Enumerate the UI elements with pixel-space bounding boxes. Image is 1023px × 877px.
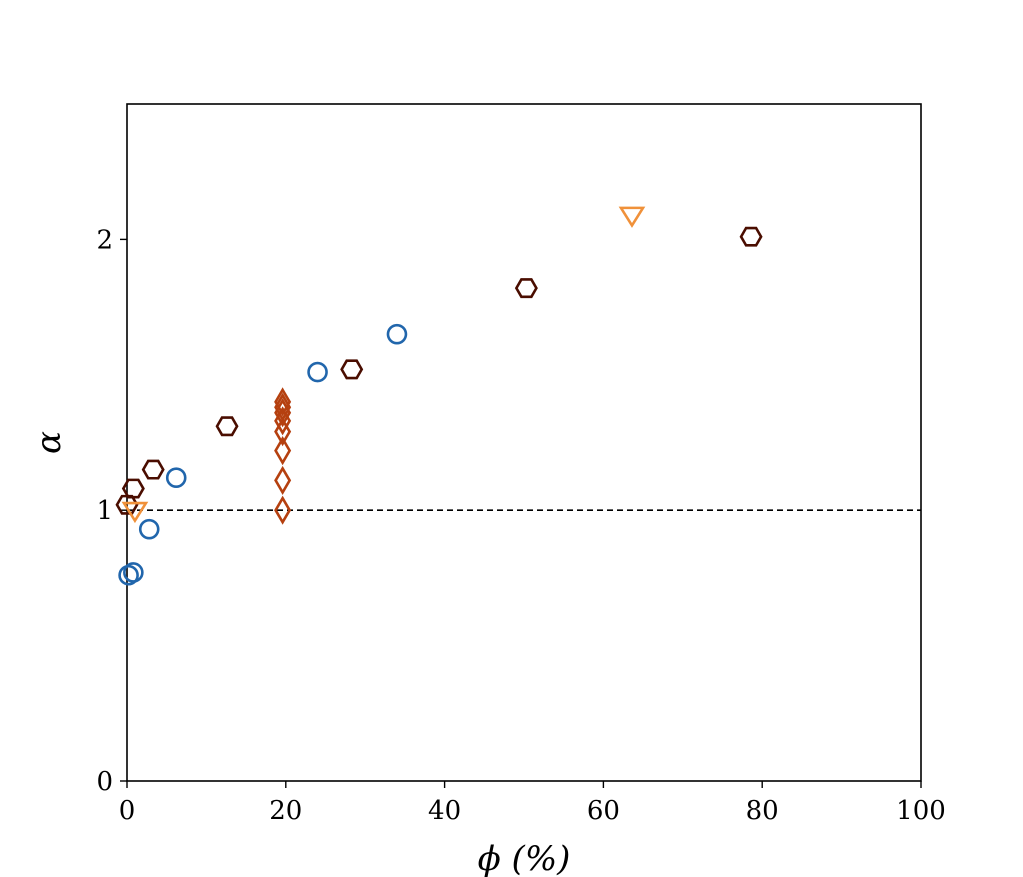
x-tick-label: 20	[269, 796, 302, 826]
x-tick-label: 80	[746, 796, 779, 826]
y-axis-label: α	[29, 431, 69, 454]
data-point-circle	[123, 562, 144, 583]
x-axis-label: ϕ (%)	[478, 839, 571, 877]
data-point-diamond	[274, 387, 292, 417]
data-point-triangle-down	[618, 206, 646, 228]
data-point-hexagon	[514, 278, 538, 299]
data-point-hexagon	[340, 359, 364, 380]
data-point-triangle-down	[121, 501, 149, 524]
data-point-diamond	[274, 398, 292, 428]
y-tick-label: 1	[96, 496, 113, 526]
data-point-hexagon	[215, 416, 239, 437]
data-point-circle	[307, 361, 328, 383]
data-point-hexagon	[739, 226, 763, 247]
marks-layer	[115, 206, 763, 586]
x-tick-label: 100	[896, 796, 946, 826]
data-point-hexagon	[141, 459, 165, 480]
data-point-circle	[386, 323, 408, 345]
data-point-diamond	[274, 495, 292, 525]
ticks-layer: 0 20 40 60 80 100 0 1 2	[96, 225, 945, 826]
data-point-hexagon	[121, 478, 145, 499]
plot-frame	[126, 103, 922, 782]
data-point-diamond	[274, 417, 292, 447]
y-tick-label: 2	[96, 225, 113, 255]
x-tick-label: 40	[428, 796, 461, 826]
x-tick-label: 60	[587, 796, 620, 826]
y-tick-label: 0	[96, 767, 113, 797]
data-point-diamond	[274, 436, 292, 466]
data-point-circle	[138, 518, 160, 540]
x-tick-label: 0	[119, 796, 136, 826]
data-point-circle	[165, 467, 187, 489]
data-point-diamond	[274, 465, 292, 495]
